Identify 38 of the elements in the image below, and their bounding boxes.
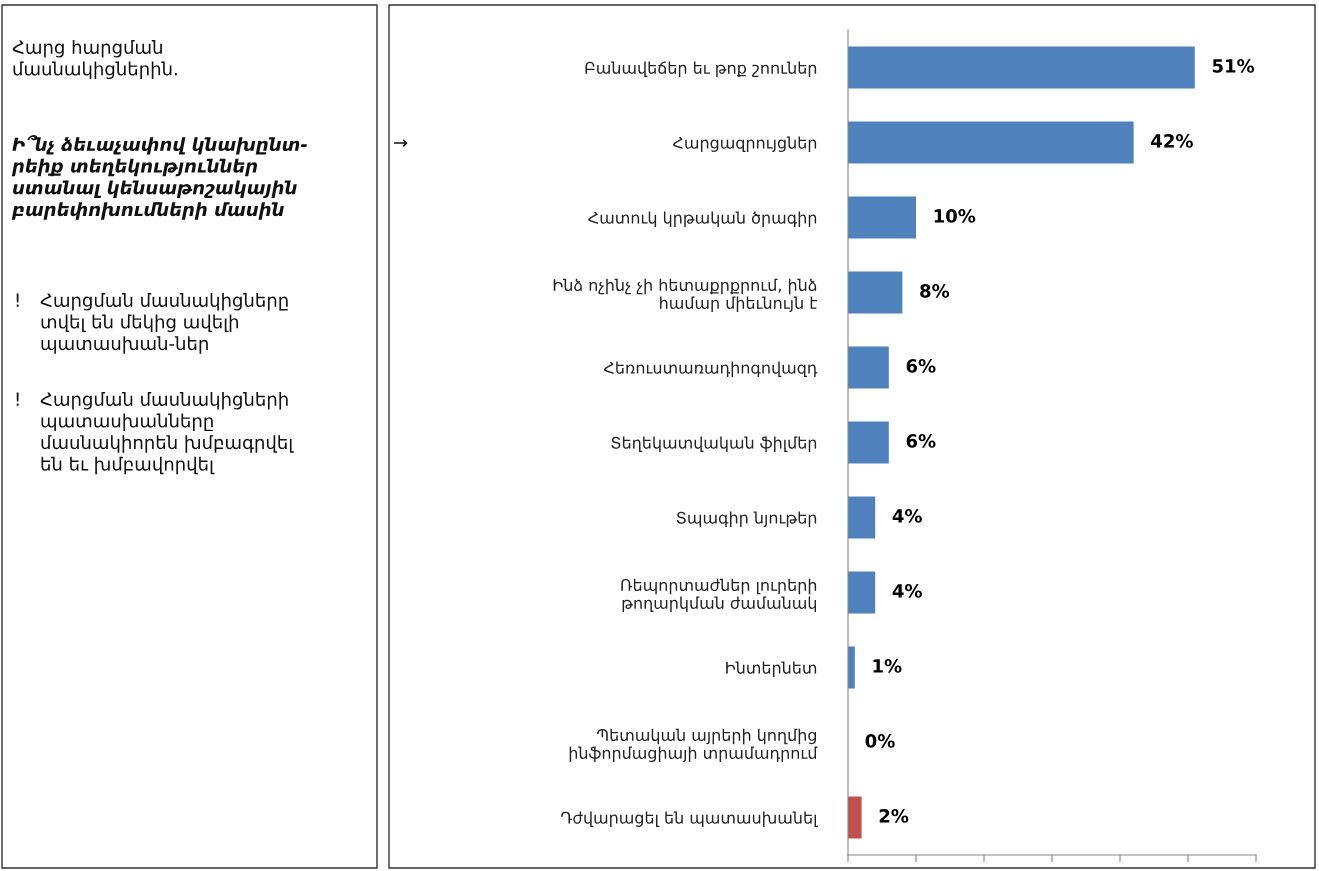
data-label: 6% <box>906 434 936 448</box>
bar <box>848 496 876 539</box>
y-tick-label: Պետական այրերի կողմից ինֆորմացիայի տրամադրում <box>569 728 818 763</box>
bar <box>848 196 916 239</box>
text: Հարցման մասնակիցների պատասխանները մասնակիորեն խմբագրվել են եւ խմբավորվել <box>40 392 294 475</box>
data-label: 4% <box>892 509 922 523</box>
bar <box>848 796 862 839</box>
data-label: 4% <box>892 584 922 598</box>
data-label: 10% <box>934 209 976 223</box>
data-label: 1% <box>873 659 902 673</box>
data-label: 0% <box>865 734 895 748</box>
text: ! <box>16 293 19 307</box>
text: Ի՞նչ ձեւաչափով կնախընտ- րեիք տեղեկություններ ստանալ կենսաթոշակային բարեփոխումների մասին <box>11 135 307 220</box>
y-tick-label: Բանավեճեր եւ թոք շոուներ <box>585 61 817 77</box>
bar <box>848 271 903 314</box>
y-tick-label: Հեռուստառադիոգովազդ <box>603 361 818 377</box>
bar <box>848 46 1195 89</box>
y-tick-label: Ռեպորտաժներ լուրերի թողարկման ժամանակ <box>621 578 817 613</box>
y-tick-label: Տպագիր նյութեր <box>676 511 817 527</box>
text: ! <box>16 392 19 406</box>
bar <box>848 571 876 614</box>
bar <box>848 421 889 464</box>
bar <box>848 346 889 389</box>
data-label: 8% <box>920 284 950 298</box>
y-tick-label: Դժվարացել են պատասխանել <box>561 811 818 827</box>
data-label: 51% <box>1212 59 1255 73</box>
y-tick-label: Ինձ ոչինչ չի հետաքրքրում, ինձ համար միեւնույն է <box>553 278 818 313</box>
y-tick-label: Ինտերնետ <box>726 661 817 677</box>
data-label: 6% <box>906 359 936 373</box>
data-label: 2% <box>879 809 909 823</box>
y-tick-label: Տեղեկատվական ֆիլմեր <box>611 436 817 452</box>
text: → <box>394 139 408 147</box>
bar <box>848 121 1134 164</box>
y-tick-label: Հարցազրույցներ <box>673 136 817 152</box>
data-label: 42% <box>1151 134 1193 148</box>
text: Հարցման մասնակիցները տվել են մեկից ավելի պատասխան-ներ <box>40 293 288 354</box>
text: Հարց հարցման մասնակիցներին. <box>12 40 177 80</box>
y-tick-label: Հատուկ կրթական ծրագիր <box>588 211 817 227</box>
